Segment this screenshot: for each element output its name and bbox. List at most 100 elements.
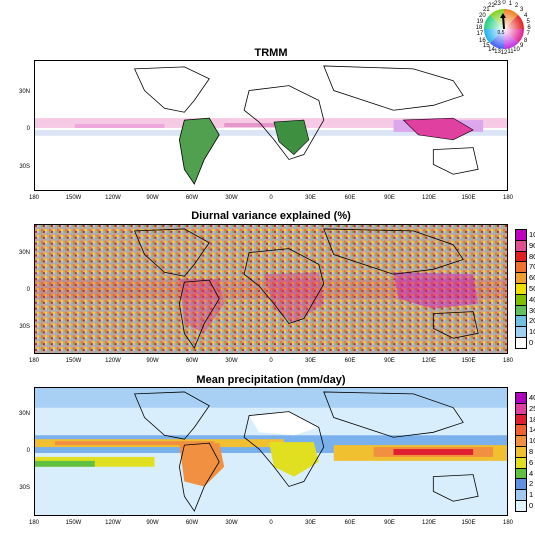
x-tick-label: 90W	[146, 358, 159, 364]
phase-wheel-hour-label: 3	[520, 7, 524, 14]
x-tick-label: 150W	[65, 358, 82, 364]
x-tick-label: 150E	[461, 195, 476, 201]
y-tick-trmm-0: 0	[26, 126, 30, 132]
phase-wheel-hour-label: 17	[476, 31, 484, 38]
colorbar-label: 8	[529, 447, 534, 456]
colorbar-label: 50	[529, 284, 535, 293]
x-tick-label: 180	[28, 520, 39, 526]
colorbar-label: 70	[529, 262, 535, 272]
x-tick-label: 60W	[185, 520, 199, 526]
map-mean-plot	[35, 388, 507, 512]
x-tick-label: 90E	[384, 195, 395, 201]
colorbar-label: 40	[529, 393, 535, 402]
x-tick-label: 60E	[344, 195, 356, 201]
x-tick-label: 60W	[185, 358, 199, 364]
phase-wheel-hour-label: 8	[523, 37, 528, 44]
x-tick-label: 120W	[105, 195, 121, 201]
colorbar-label: 6	[529, 457, 534, 467]
x-tick-label: 30W	[225, 358, 238, 364]
colorbar-variance: 1009080706050403020100	[515, 229, 535, 349]
phase-wheel-hour-label: 11	[507, 49, 514, 56]
colorbar-label: 100	[529, 230, 535, 239]
colorbar-label: 18	[529, 414, 535, 424]
phase-wheel-hour-label: 12	[500, 50, 508, 56]
y-tick-mean-30n: 30N	[18, 411, 30, 417]
y-tick-variance-30n: 30N	[18, 250, 30, 256]
x-tick-label: 0	[269, 358, 273, 364]
phase-wheel-hour-label: 4	[523, 12, 528, 19]
phase-wheel-hour-label: 19	[476, 18, 484, 25]
x-tick-label: 120E	[421, 195, 436, 201]
colorbar-label: 4	[529, 468, 534, 478]
colorbar-label: 90	[529, 240, 535, 250]
x-tick-label: 0	[269, 520, 273, 526]
phase-wheel-hour-label: 5	[526, 18, 530, 25]
phase-wheel-hour-label: 22	[488, 3, 495, 10]
y-tick-mean-0: 0	[26, 448, 30, 454]
phase-wheel-hour-label: 16	[479, 37, 486, 44]
phase-wheel-hour-label: 20	[479, 12, 486, 19]
colorbar-swatch	[515, 337, 527, 349]
x-tick-label: 180	[28, 358, 39, 364]
colorbar-label: 2	[529, 479, 534, 489]
x-tick-label: 150W	[65, 195, 82, 201]
colorbar-label: 0	[529, 501, 534, 510]
colorbar-label: 10	[529, 436, 535, 446]
y-tick-mean-30s: 30S	[19, 485, 30, 491]
x-tick-label: 180	[502, 195, 513, 201]
phase-wheel-disc	[484, 9, 524, 49]
x-tick-label: 60E	[344, 520, 356, 526]
x-tick-label: 90W	[146, 195, 159, 201]
x-tick-label: 120W	[105, 358, 121, 364]
colorbar-label: 40	[529, 294, 535, 304]
panel-title-mean: Mean precipitation (mm/day)	[196, 374, 346, 386]
phase-wheel-hour-label: 21	[482, 7, 490, 14]
colorbar-label: 14	[529, 425, 535, 435]
x-tick-label: 60W	[185, 195, 199, 201]
x-tick-label: 60E	[344, 358, 356, 364]
x-tick-label: 180	[502, 358, 513, 364]
phase-wheel-hour-label: 13	[494, 49, 501, 56]
x-tick-label: 30W	[225, 520, 238, 526]
x-tick-label: 150E	[461, 520, 476, 526]
x-tick-label: 120E	[421, 520, 436, 526]
x-tick-label: 180	[28, 195, 39, 201]
y-tick-trmm-30n: 30N	[18, 89, 30, 95]
colorbar-label: 20	[529, 316, 535, 326]
y-tick-trmm-30s: 30S	[19, 164, 30, 170]
map-variance-plot	[35, 225, 507, 353]
x-tick-label: 120E	[421, 358, 436, 364]
x-tick-label: 120W	[105, 520, 121, 526]
map-variance	[34, 224, 508, 354]
colorbar-label: 10	[529, 327, 535, 337]
x-tick-label: 90W	[146, 520, 159, 526]
y-tick-variance-0: 0	[26, 287, 30, 293]
phase-wheel-hour-label: 7	[526, 31, 530, 38]
panel-title-trmm: TRMM	[254, 47, 288, 59]
x-tick-label: 90E	[384, 520, 395, 526]
phase-wheel-hour-label: 0	[502, 0, 506, 6]
phase-wheel-hour-label: 14	[488, 46, 495, 53]
x-tick-label: 180	[502, 520, 513, 526]
phase-wheel-hour-label: 18	[475, 25, 483, 31]
x-tick-label: 150W	[65, 520, 82, 526]
x-tick-label: 0	[269, 195, 273, 201]
phase-wheel-center-label: 0.5	[497, 30, 505, 36]
x-tick-label: 30E	[305, 195, 316, 201]
phase-wheel-hour-label: 1	[508, 0, 513, 7]
colorbar-label: 25	[529, 403, 535, 413]
phase-wheel-hour-label: 23	[494, 0, 501, 7]
phase-color-wheel: 0.5 0 1 2 3 4 5 6 7 8 9 10 11 12 13 14 15 16 17 18 19 20 21 22…	[474, 0, 534, 58]
map-trmm-plot	[35, 65, 507, 185]
colorbar-label: 1	[529, 490, 534, 500]
phase-wheel-hour-label: 2	[514, 3, 519, 10]
colorbar-label: 80	[529, 251, 535, 261]
panel-title-variance: Diurnal variance explained (%)	[191, 210, 351, 222]
x-tick-label: 30E	[305, 358, 316, 364]
phase-wheel-hour-label: 6	[527, 25, 531, 31]
colorbar-mean: 4025181410864210	[515, 392, 535, 512]
phase-wheel-hour-label: 9	[520, 42, 524, 49]
phase-wheel-hour-label: 15	[482, 42, 490, 49]
map-trmm	[34, 60, 508, 191]
map-mean	[34, 387, 508, 516]
